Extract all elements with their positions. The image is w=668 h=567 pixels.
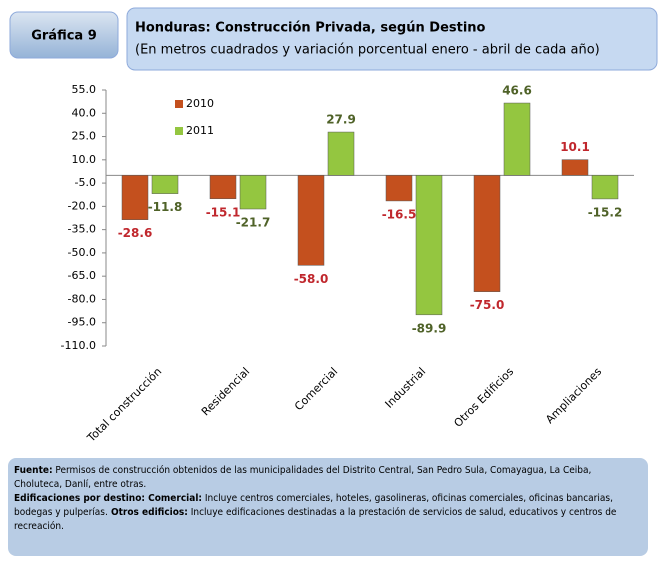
x-tick-label: Residencial — [199, 365, 252, 418]
y-tick-label: 10.0 — [72, 153, 97, 166]
label-box — [9, 11, 119, 59]
legend-swatch — [175, 100, 183, 108]
value-label: 46.6 — [502, 84, 532, 98]
bar — [503, 102, 531, 176]
legend-label: 2011 — [186, 124, 214, 137]
y-tick-label: -80.0 — [68, 292, 96, 305]
y-tick-label: -65.0 — [68, 269, 96, 282]
legend-swatch — [175, 127, 183, 135]
chart-subtitle: (En metros cuadrados y variación porcent… — [135, 43, 600, 58]
value-label: -89.9 — [412, 321, 447, 335]
bar — [591, 175, 619, 200]
y-tick-label: 40.0 — [72, 106, 97, 119]
value-label: -15.2 — [588, 205, 623, 219]
chart: Gráfica 9 Honduras: Construcción Privada… — [9, 7, 658, 445]
bar — [415, 175, 443, 316]
source-text: Permisos de construcción obtenidos de la… — [14, 465, 592, 490]
x-tick-label: Otros Edificios — [451, 365, 516, 430]
bar — [121, 175, 149, 220]
x-tick-label: Comercial — [292, 365, 340, 413]
chart-title: Honduras: Construcción Privada, según De… — [135, 21, 486, 36]
value-label: -15.1 — [206, 205, 241, 219]
y-tick-label: -95.0 — [68, 316, 96, 329]
title-box — [126, 7, 658, 71]
value-label: -75.0 — [470, 298, 505, 312]
figure-label: Gráfica 9 — [31, 29, 97, 44]
otros-label: Otros edificios: — [107, 507, 188, 518]
bar — [239, 175, 267, 210]
comercial-label: Comercial: — [145, 493, 202, 504]
y-tick-label: 25.0 — [72, 130, 97, 143]
comercial-text: Incluye centros comerciales, hoteles, ga… — [14, 493, 613, 518]
value-label: 27.9 — [326, 113, 356, 127]
x-tick-label: Total construcción — [84, 365, 164, 445]
y-tick-label: -5.0 — [75, 176, 96, 189]
y-tick-label: -50.0 — [68, 246, 96, 259]
bar — [209, 175, 237, 200]
x-tick-label: Industrial — [383, 365, 429, 411]
bar — [327, 131, 355, 176]
value-label: -11.8 — [148, 200, 183, 214]
bar — [297, 175, 325, 266]
value-label: -16.5 — [382, 207, 417, 221]
value-label: 10.1 — [560, 140, 590, 154]
y-tick-label: -110.0 — [61, 339, 96, 352]
bar — [385, 175, 413, 202]
value-label: -28.6 — [118, 226, 153, 240]
bar — [151, 175, 179, 194]
legend-label: 2010 — [186, 97, 214, 110]
bar — [473, 175, 501, 292]
destino-label: Edificaciones por destino: — [14, 493, 145, 504]
value-label: -21.7 — [236, 216, 271, 230]
x-tick-label: Ampliaciones — [543, 365, 604, 426]
value-label: -58.0 — [294, 272, 329, 286]
otros-text: Incluye edificaciones destinadas a la pr… — [14, 507, 617, 532]
footer: Fuente: Permisos de construcción obtenid… — [8, 458, 648, 556]
y-tick-label: -20.0 — [68, 199, 96, 212]
y-tick-label: 55.0 — [72, 83, 97, 96]
y-tick-label: -35.0 — [68, 223, 96, 236]
source-label: Fuente: — [14, 465, 53, 476]
bar — [561, 159, 589, 176]
